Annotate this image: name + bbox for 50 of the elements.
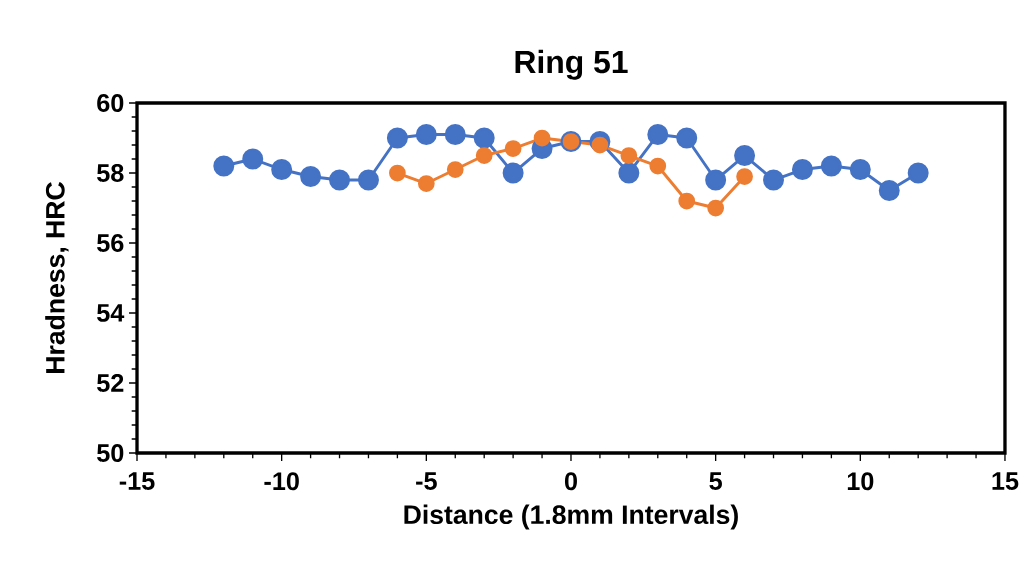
y-tick-label: 52 <box>97 374 124 392</box>
point <box>357 169 379 191</box>
point <box>502 162 524 184</box>
x-tick-label: 0 <box>564 472 577 491</box>
y-tick-label: 50 <box>97 444 124 462</box>
point <box>791 159 813 181</box>
point <box>620 147 638 164</box>
y-axis-title: Hradness, HRC <box>45 182 69 373</box>
point <box>849 159 871 181</box>
point <box>591 136 609 154</box>
y-tick-label: 54 <box>97 304 125 322</box>
point <box>473 127 495 149</box>
x-tick-label: -10 <box>264 472 299 491</box>
point <box>446 161 464 178</box>
point <box>649 157 667 175</box>
point <box>213 155 235 177</box>
x-tick-label: 10 <box>847 472 874 491</box>
x-axis-title: Distance (1.8mm Intervals) <box>404 504 738 530</box>
point <box>386 127 408 149</box>
point <box>242 148 264 170</box>
point <box>444 124 466 146</box>
point <box>271 159 293 181</box>
point <box>300 166 322 187</box>
x-tick-label: -5 <box>416 472 437 490</box>
point <box>504 140 522 157</box>
x-tick-label: 5 <box>709 472 722 490</box>
point <box>389 164 406 182</box>
point <box>907 162 929 184</box>
point <box>678 192 696 210</box>
x-tick-label: -15 <box>119 472 155 490</box>
point <box>734 145 756 167</box>
y-tick-label: 56 <box>97 234 124 252</box>
chart-title: Ring 51 <box>515 49 628 80</box>
point <box>707 199 725 217</box>
point <box>475 147 493 164</box>
point <box>415 124 437 146</box>
y-tick-label: 60 <box>97 94 124 112</box>
point <box>820 155 842 177</box>
point <box>736 168 753 185</box>
point <box>533 129 551 147</box>
point <box>417 175 435 192</box>
point <box>763 169 784 191</box>
point <box>329 169 351 191</box>
y-tick-label: 58 <box>97 164 124 182</box>
x-tick-label: 15 <box>992 472 1019 490</box>
point <box>878 180 900 201</box>
point <box>618 162 640 184</box>
point <box>647 124 669 146</box>
point <box>676 127 698 149</box>
point <box>705 169 727 191</box>
